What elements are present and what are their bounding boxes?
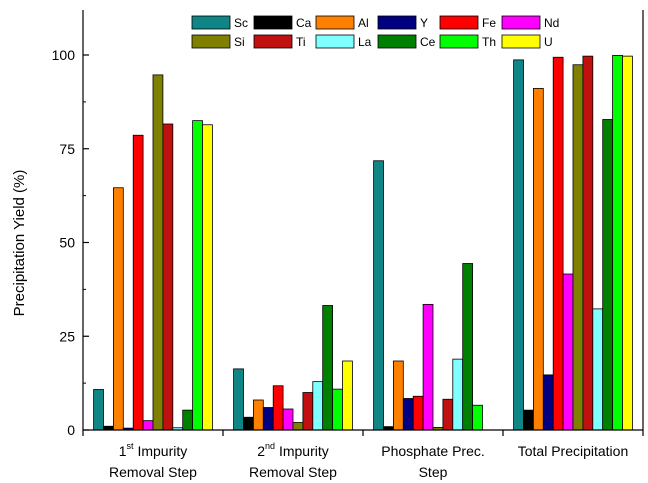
bar-sc-3 bbox=[373, 160, 384, 431]
y-tick-label-50: 50 bbox=[59, 235, 75, 251]
bar-al-3 bbox=[392, 360, 404, 431]
bar-ti-2 bbox=[302, 392, 314, 431]
bar-fe-3 bbox=[412, 395, 424, 431]
legend-label-u: U bbox=[544, 35, 553, 49]
category-label-1: 1st Impurity Removal Step bbox=[109, 441, 197, 480]
legend-label-al: Al bbox=[358, 16, 369, 30]
legend-swatch-ce bbox=[377, 34, 417, 49]
bar-al-2 bbox=[252, 399, 264, 431]
category-label-2: 2nd Impurity Removal Step bbox=[249, 441, 337, 480]
bar-al-4 bbox=[533, 87, 544, 431]
bar-al-1 bbox=[113, 187, 124, 431]
bar-la-3 bbox=[452, 358, 464, 431]
legend-label-fe: Fe bbox=[482, 16, 496, 30]
bar-th-3 bbox=[472, 404, 483, 431]
y-axis-label: Precipitation Yield (%) bbox=[11, 170, 28, 317]
bar-la-2 bbox=[312, 381, 324, 431]
bar-si-2 bbox=[292, 422, 304, 431]
legend-swatch-th bbox=[439, 34, 479, 49]
category-label-3: Phosphate Prec. Step bbox=[381, 443, 485, 480]
category-label-4: Total Precipitation bbox=[518, 443, 629, 459]
legend-swatch-y bbox=[377, 15, 417, 30]
bar-nd-3 bbox=[422, 303, 434, 431]
legend-label-la: La bbox=[358, 35, 372, 49]
legend-label-ti: Ti bbox=[296, 35, 306, 49]
bar-sc-4 bbox=[513, 59, 524, 431]
legend-swatch-ti bbox=[253, 34, 293, 49]
bar-y-4 bbox=[542, 374, 554, 431]
bar-ce-4 bbox=[602, 119, 614, 431]
legend-label-ca: Ca bbox=[296, 16, 312, 30]
axes-layer: 0 25 50 75 100 1st Impurity Removal Step 2nd Im… bbox=[52, 10, 644, 480]
bar-th-2 bbox=[332, 388, 343, 431]
bar-ti-4 bbox=[582, 55, 594, 431]
legend-label-si: Si bbox=[234, 35, 245, 49]
legend-label-y: Y bbox=[420, 16, 428, 30]
bar-th-1 bbox=[192, 120, 203, 431]
legend-swatch-u bbox=[501, 34, 541, 49]
bar-u-4 bbox=[622, 55, 633, 431]
bar-nd-1 bbox=[142, 420, 154, 431]
y-tick-label-0: 0 bbox=[67, 422, 75, 438]
bar-si-1 bbox=[152, 74, 164, 431]
legend-label-th: Th bbox=[482, 35, 496, 49]
legend-swatch-fe bbox=[439, 15, 479, 30]
y-tick-label-75: 75 bbox=[59, 141, 75, 157]
bar-fe-4 bbox=[552, 56, 564, 431]
legend: Sc Ca Al Y Fe Nd Si Ti La Ce Th U bbox=[191, 15, 559, 49]
bar-ce-2 bbox=[322, 305, 334, 431]
legend-label-sc: Sc bbox=[234, 16, 248, 30]
bar-u-2 bbox=[342, 360, 353, 431]
bar-nd-2 bbox=[282, 408, 294, 431]
bar-sc-1 bbox=[93, 389, 104, 431]
bar-sc-2 bbox=[233, 368, 244, 431]
bar-si-4 bbox=[572, 64, 584, 431]
bar-th-4 bbox=[612, 54, 623, 431]
bar-u-1 bbox=[202, 124, 213, 431]
legend-label-nd: Nd bbox=[544, 16, 559, 30]
bar-la-4 bbox=[592, 308, 604, 431]
bar-ce-3 bbox=[462, 263, 474, 431]
bar-y-3 bbox=[402, 398, 414, 431]
bar-fe-1 bbox=[132, 134, 144, 431]
bar-ca-2 bbox=[243, 416, 254, 431]
bar-fe-2 bbox=[272, 385, 284, 431]
y-tick-label-25: 25 bbox=[59, 328, 75, 344]
bar-ti-3 bbox=[442, 398, 454, 431]
bar-y-2 bbox=[262, 407, 274, 431]
legend-label-ce: Ce bbox=[420, 35, 436, 49]
legend-swatch-la bbox=[315, 34, 355, 49]
bar-ca-4 bbox=[523, 409, 534, 431]
bar-ce-1 bbox=[182, 409, 193, 431]
legend-swatch-sc bbox=[191, 15, 231, 30]
bar-nd-4 bbox=[562, 273, 574, 431]
legend-swatch-ca bbox=[253, 15, 293, 30]
legend-swatch-si bbox=[191, 34, 231, 49]
y-tick-label-100: 100 bbox=[52, 47, 76, 63]
bar-ti-1 bbox=[162, 123, 174, 431]
legend-swatch-nd bbox=[501, 15, 541, 30]
legend-swatch-al bbox=[315, 15, 355, 30]
bars-layer bbox=[93, 54, 633, 431]
